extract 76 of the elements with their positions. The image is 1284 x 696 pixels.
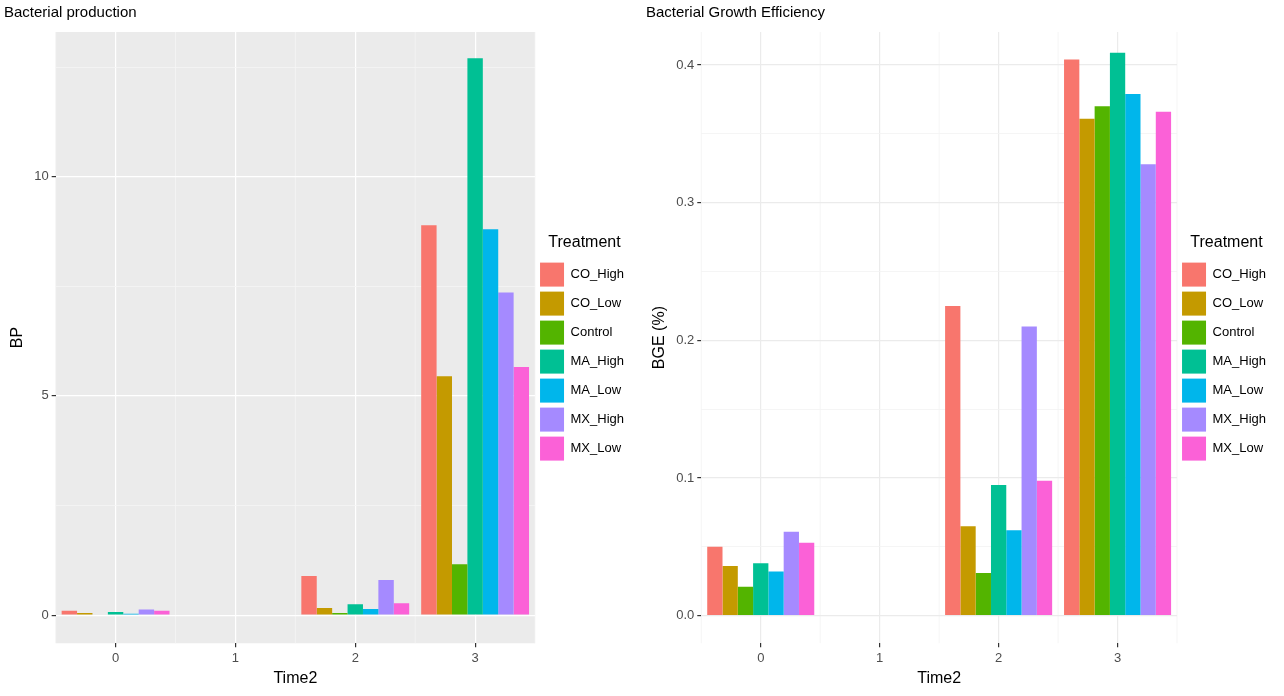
- x-tick-label: 2: [995, 649, 1003, 665]
- bar: [1109, 52, 1126, 616]
- y-tick-label: 0.1: [676, 469, 695, 485]
- x-tick-label: 3: [471, 649, 479, 665]
- x-tick-label: 1: [231, 649, 240, 665]
- bar: [1079, 118, 1095, 616]
- bar: [347, 604, 363, 615]
- legend-label: CO_High: [1212, 266, 1266, 282]
- bar: [393, 603, 410, 615]
- bar: [467, 58, 483, 615]
- x-axis-title: Time2: [273, 668, 318, 686]
- bar: [513, 366, 530, 615]
- bar: [316, 608, 333, 615]
- bar: [1036, 480, 1053, 616]
- bar: [138, 609, 155, 615]
- y-tick-label: 0.4: [676, 56, 695, 72]
- bar: [421, 225, 437, 615]
- bar: [737, 586, 754, 616]
- legend-label: MA_Low: [570, 382, 622, 398]
- bar: [798, 542, 815, 616]
- y-tick-label: 0.3: [676, 194, 695, 210]
- bar: [1094, 106, 1110, 616]
- y-axis-title: BP: [8, 326, 26, 349]
- legend-label: MX_Low: [1212, 440, 1264, 456]
- x-tick-label: 3: [1113, 649, 1122, 665]
- y-tick-label: 0: [41, 606, 49, 622]
- legend-label: CO_Low: [1212, 295, 1264, 311]
- bar: [960, 526, 976, 616]
- x-tick-label: 0: [111, 649, 120, 665]
- bar: [436, 376, 452, 615]
- legend-label: MX_High: [570, 411, 624, 427]
- legend-label: Control: [1212, 324, 1255, 340]
- bar: [768, 571, 784, 616]
- bar: [107, 612, 124, 615]
- bar: [975, 573, 991, 616]
- bar: [154, 610, 170, 615]
- bar: [378, 580, 394, 615]
- bar: [783, 531, 799, 616]
- x-tick-label: 0: [757, 649, 765, 665]
- legend-label: CO_High: [570, 266, 624, 282]
- bar: [1021, 326, 1037, 616]
- bar: [482, 229, 499, 615]
- bar: [990, 484, 1007, 616]
- y-axis-title: BGE (%): [650, 306, 668, 370]
- x-axis-title: Time2: [917, 668, 962, 686]
- legend-label: MA_High: [570, 353, 624, 369]
- legend-title: Treatment: [1190, 232, 1264, 250]
- legend-label: MX_Low: [570, 440, 622, 456]
- x-tick-label: 2: [351, 649, 359, 665]
- bar: [362, 609, 379, 615]
- bar: [1140, 164, 1156, 616]
- legend-label: MA_Low: [1212, 382, 1264, 398]
- bar: [945, 305, 961, 616]
- legend-title: Treatment: [548, 232, 622, 250]
- chart-title: Bacterial production: [4, 3, 137, 21]
- bar: [722, 566, 738, 616]
- bar: [1064, 59, 1080, 616]
- bar: [61, 610, 78, 615]
- chart-title: Bacterial Growth Efficiency: [646, 3, 826, 21]
- bar: [301, 576, 317, 615]
- bar: [1155, 111, 1172, 616]
- legend-label: CO_Low: [570, 295, 622, 311]
- y-tick-label: 0.2: [676, 331, 695, 347]
- x-tick-label: 1: [876, 649, 884, 665]
- legend-label: Control: [570, 324, 613, 340]
- legend-label: MX_High: [1212, 411, 1266, 427]
- y-tick-label: 5: [41, 387, 49, 403]
- y-tick-label: 10: [34, 168, 49, 184]
- bar: [1125, 93, 1141, 616]
- bar: [707, 546, 723, 616]
- bar: [753, 563, 769, 616]
- bar: [498, 292, 514, 615]
- y-tick-label: 0.0: [676, 607, 695, 623]
- bar: [452, 564, 468, 615]
- bar: [1006, 530, 1022, 616]
- legend-label: MA_High: [1212, 353, 1266, 369]
